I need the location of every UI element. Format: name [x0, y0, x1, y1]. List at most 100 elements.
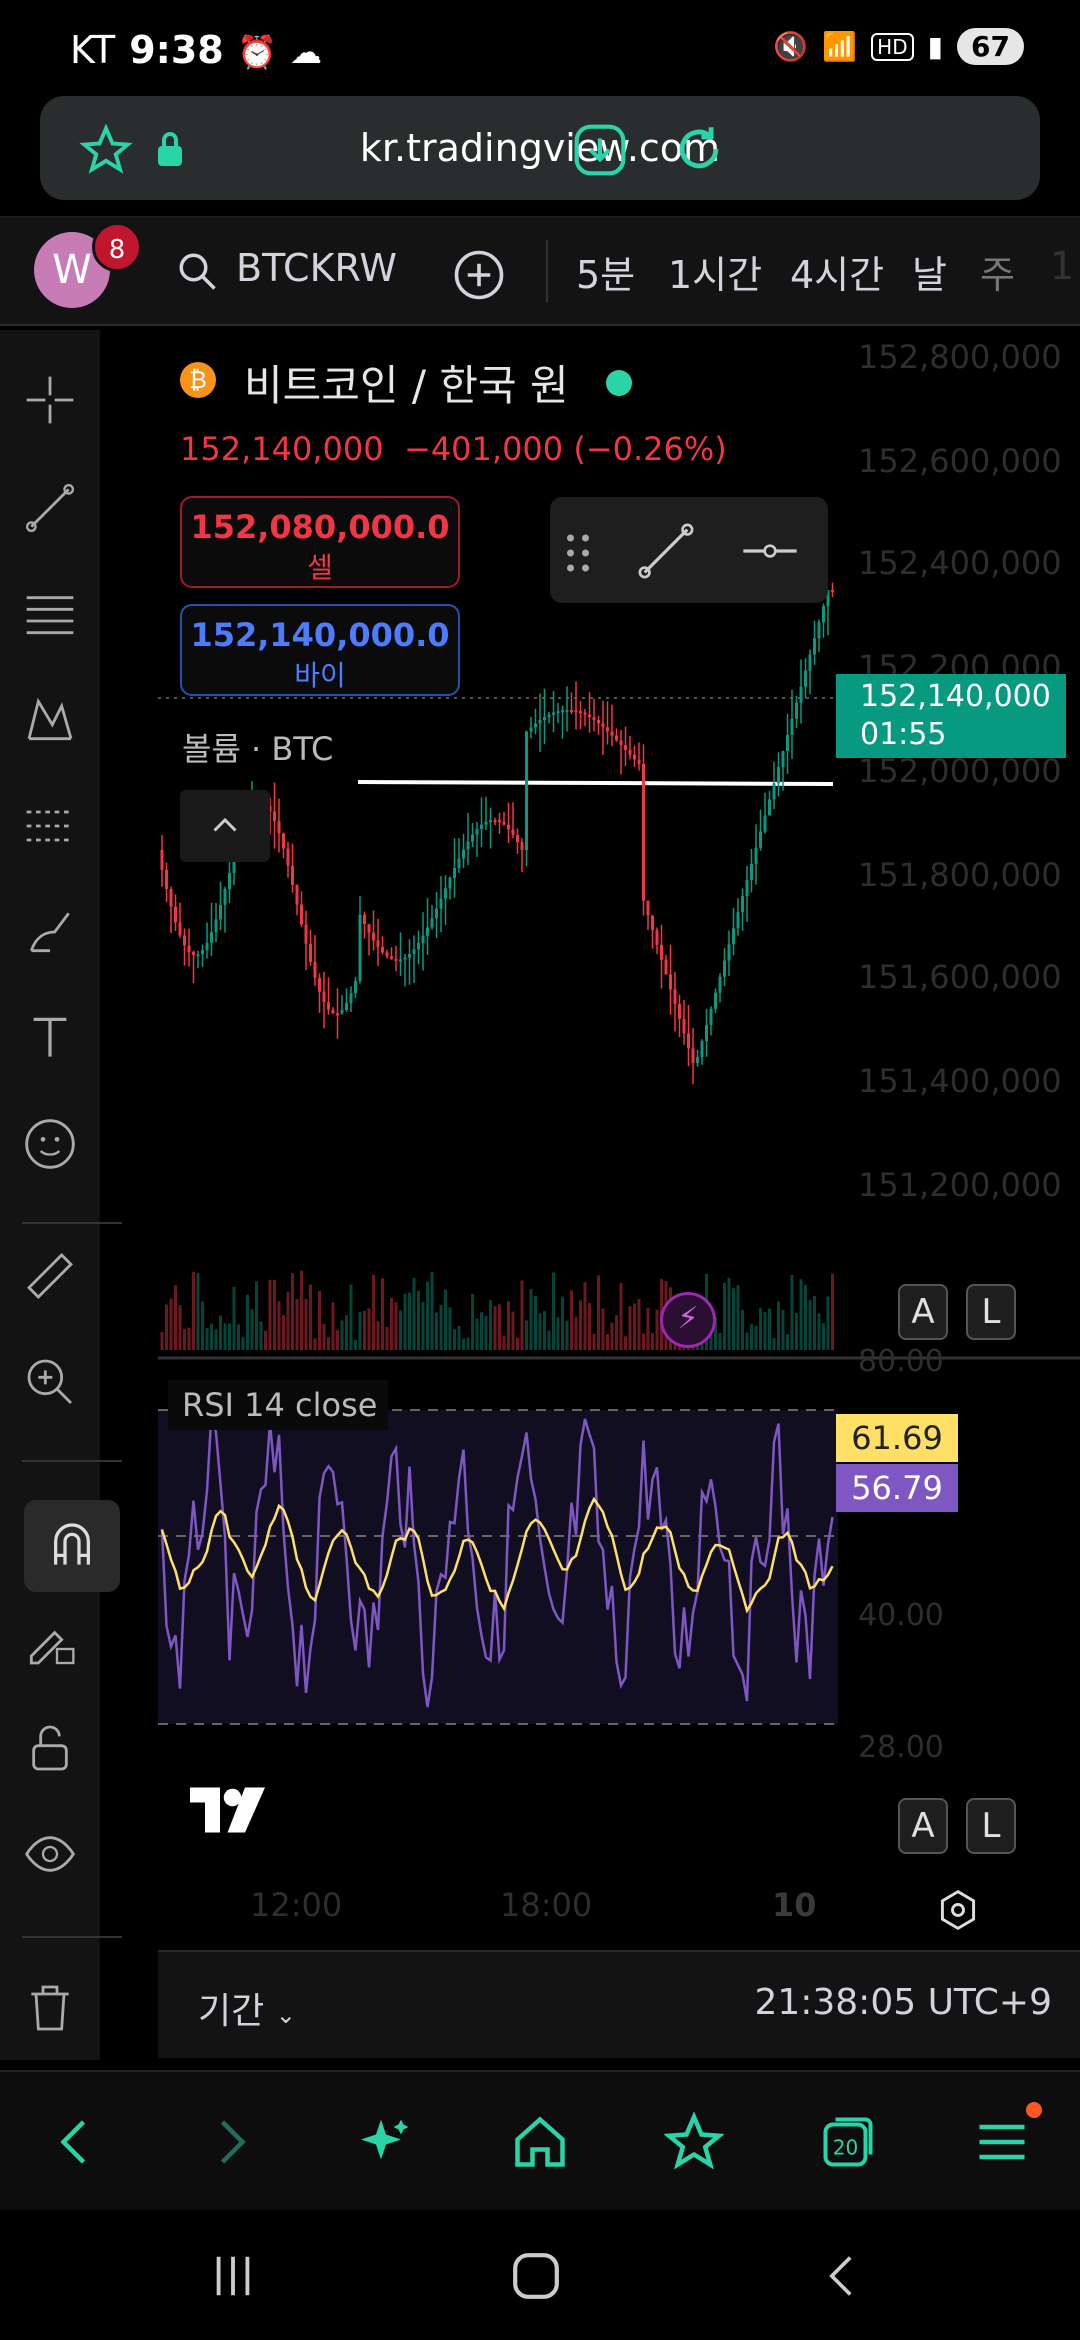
sparkle-icon[interactable]	[356, 2112, 416, 2172]
volume-bar	[534, 1296, 537, 1350]
volume-bar	[169, 1298, 173, 1350]
candle-body	[462, 849, 465, 859]
refresh-icon[interactable]	[670, 120, 728, 178]
candle-body	[205, 942, 209, 951]
brush-icon[interactable]	[22, 904, 78, 960]
volume-bar	[750, 1324, 753, 1350]
url-text[interactable]: kr.tradingview.com	[359, 126, 721, 170]
tf-4h[interactable]: 4시간	[790, 253, 885, 297]
home-button-icon[interactable]	[510, 2250, 562, 2302]
pattern-icon[interactable]	[22, 692, 78, 748]
search-icon[interactable]	[176, 250, 218, 292]
sell-button[interactable]: 152,080,000.0 셀	[180, 496, 460, 588]
collapse-legend-button[interactable]	[180, 790, 270, 862]
favorites-icon[interactable]	[664, 2112, 724, 2172]
avatar[interactable]: W	[34, 232, 110, 308]
candle-body	[682, 1018, 686, 1034]
lightning-icon[interactable]: ⚡	[660, 1292, 716, 1348]
price-axis[interactable]: 152,800,000 152,600,000 152,400,000 152,…	[858, 330, 1080, 1330]
trend-line-icon[interactable]	[22, 480, 78, 536]
home-icon[interactable]	[510, 2112, 570, 2172]
volume-bar	[412, 1277, 416, 1350]
volume-bar	[304, 1298, 308, 1350]
tf-day[interactable]: 날	[912, 253, 947, 297]
auto-scale-button[interactable]: A	[898, 1284, 948, 1340]
candle-body	[439, 898, 443, 909]
volume-bar	[453, 1329, 456, 1350]
volume-bar	[615, 1315, 618, 1350]
crosshair-icon[interactable]	[22, 372, 78, 428]
address-bar[interactable]: kr.tradingview.com	[40, 96, 1040, 200]
tf-5m[interactable]: 5분	[576, 253, 636, 297]
rsi-tick: 40.00	[858, 1598, 944, 1633]
download-icon[interactable]	[572, 122, 628, 178]
volume-bar	[291, 1273, 294, 1350]
volume-bar	[327, 1337, 330, 1350]
period-selector[interactable]: 기간 ⌄	[198, 1982, 296, 2034]
tabs-icon[interactable]: 20	[818, 2112, 878, 2172]
tf-week[interactable]: 주	[980, 253, 1015, 297]
ruler-icon[interactable]	[22, 1248, 78, 1304]
text-icon[interactable]	[22, 1010, 78, 1066]
candle-body	[183, 935, 186, 946]
chevron-down-icon: ⌄	[275, 2001, 296, 2029]
candle-body	[520, 842, 524, 851]
candle-body	[304, 924, 308, 944]
forward-icon[interactable]	[200, 2112, 260, 2172]
volume-bar	[520, 1280, 524, 1350]
candle-body	[444, 888, 447, 899]
current-price-tag: 152,140,000 01:55	[836, 674, 1066, 758]
lock-drawing-icon[interactable]	[22, 1614, 78, 1670]
fib-retracement-icon[interactable]	[22, 586, 78, 642]
add-symbol-icon[interactable]	[452, 248, 506, 302]
candle-body	[516, 835, 519, 843]
candle-body	[642, 764, 645, 901]
volume-legend[interactable]: 볼륨 · BTC	[182, 730, 334, 768]
system-back-icon[interactable]	[818, 2250, 864, 2302]
trend-line-icon[interactable]	[634, 519, 698, 583]
eye-icon[interactable]	[22, 1826, 78, 1882]
chart-canvas[interactable]	[158, 330, 1080, 1900]
chart-clock[interactable]: 21:38:05 UTC+9	[754, 1982, 1052, 2023]
settings-icon[interactable]	[936, 1888, 980, 1932]
unlock-icon[interactable]	[22, 1720, 78, 1776]
volume-bar	[831, 1273, 834, 1350]
trash-icon[interactable]	[22, 1980, 78, 2036]
symbol-title[interactable]: 비트코인 / 한국 원	[244, 361, 569, 410]
back-icon[interactable]	[46, 2112, 106, 2172]
volume-bar	[259, 1321, 263, 1350]
menu-icon[interactable]	[972, 2112, 1032, 2172]
volume-bar	[565, 1320, 569, 1350]
volume-bar	[772, 1337, 776, 1350]
recent-apps-icon[interactable]	[208, 2252, 258, 2300]
volume-bar	[795, 1312, 798, 1350]
zoom-in-icon[interactable]	[22, 1354, 78, 1410]
emoji-icon[interactable]	[22, 1116, 78, 1172]
drag-handle-icon[interactable]	[564, 533, 592, 573]
candle-body	[340, 1009, 344, 1014]
rsi-legend[interactable]: RSI 14 close	[168, 1380, 388, 1430]
volume-bar	[556, 1317, 560, 1350]
projection-icon[interactable]	[22, 798, 78, 854]
rsi-log-scale-button[interactable]: L	[966, 1798, 1016, 1854]
log-scale-button[interactable]: L	[966, 1284, 1016, 1340]
candle-body	[543, 717, 546, 721]
candle-body	[417, 943, 420, 950]
symbol-search[interactable]: BTCKRW	[236, 246, 397, 290]
volume-bar	[196, 1273, 200, 1350]
horizontal-line-icon[interactable]	[738, 519, 802, 583]
volume-bar	[448, 1307, 452, 1350]
tf-more[interactable]: 1	[1050, 244, 1075, 288]
volume-bar	[268, 1279, 272, 1350]
price-tick: 151,200,000	[858, 1166, 1062, 1204]
tf-1h[interactable]: 1시간	[668, 253, 763, 297]
volume-bar	[187, 1327, 191, 1350]
candle-body	[403, 957, 407, 960]
bookmark-star-icon[interactable]	[78, 124, 134, 176]
last-price: 152,140,000	[180, 430, 384, 468]
rsi-auto-scale-button[interactable]: A	[898, 1798, 948, 1854]
candle-body	[741, 896, 744, 913]
tool-divider	[22, 1222, 122, 1224]
magnet-button[interactable]	[24, 1500, 120, 1592]
buy-button[interactable]: 152,140,000.0 바이	[180, 604, 460, 696]
